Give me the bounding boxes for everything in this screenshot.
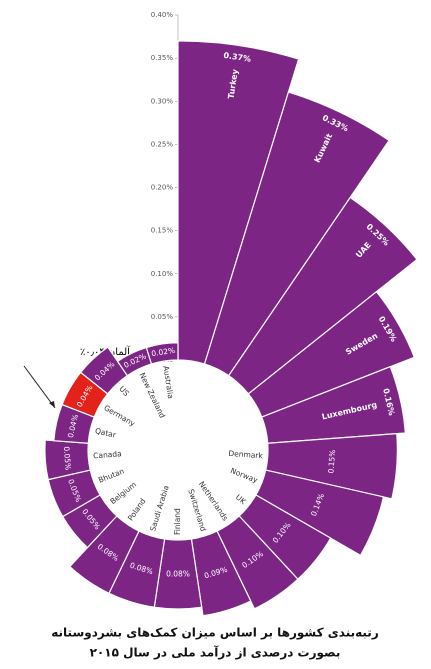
category-label: Bhutan <box>97 466 126 484</box>
chart-title: رتبه‌بندی کشورها بر اساس میزان کمک‌های ب… <box>51 626 379 641</box>
bar <box>227 196 418 395</box>
y-tick-label: 0.30% <box>151 97 174 105</box>
bar <box>190 530 252 617</box>
y-tick-label: 0.35% <box>151 54 174 62</box>
category-label: Germany <box>102 403 137 428</box>
bar <box>255 469 385 557</box>
category-label: Qatar <box>94 426 117 440</box>
category-label: Canada <box>93 449 122 460</box>
y-tick-label: 0.10% <box>151 270 174 278</box>
y-tick-label: 0.05% <box>151 313 174 321</box>
category-label: Finland <box>173 508 182 535</box>
value-label: 0.02% <box>151 346 176 358</box>
bar <box>177 40 300 365</box>
bar <box>261 365 407 444</box>
value-label: 0.05% <box>62 446 73 470</box>
y-tick-label: 0.15% <box>151 227 174 235</box>
category-label: Denmark <box>228 449 264 461</box>
y-tick-label: 0.25% <box>151 140 174 148</box>
value-label: 0.08% <box>166 570 190 579</box>
category-label: UK <box>234 493 249 507</box>
value-label: 0.37% <box>223 51 252 64</box>
chart-subtitle: بصورت درصدی از درآمد ملی در سال ۲۰۱۵ <box>90 645 341 661</box>
bar <box>145 342 179 365</box>
bar <box>247 290 416 418</box>
bar <box>79 346 129 395</box>
bar <box>265 432 398 500</box>
category-label: New Zealand <box>138 371 168 420</box>
category-label: Belgium <box>108 480 138 506</box>
category-label: Australia <box>161 365 175 399</box>
y-tick-label: 0.40% <box>151 11 174 19</box>
category-label: US <box>117 384 131 398</box>
annotation-arrow <box>23 365 56 409</box>
bar <box>44 439 91 481</box>
bar <box>69 515 140 595</box>
category-label: Saudi Arabia <box>148 484 171 532</box>
category-label: Norway <box>229 466 259 485</box>
annotation-arrowhead <box>49 401 55 408</box>
category-label: Poland <box>126 497 148 523</box>
y-tick-label: 0.20% <box>151 184 174 192</box>
bar <box>203 91 390 377</box>
value-label: 0.15% <box>326 449 337 473</box>
bar <box>216 515 299 610</box>
